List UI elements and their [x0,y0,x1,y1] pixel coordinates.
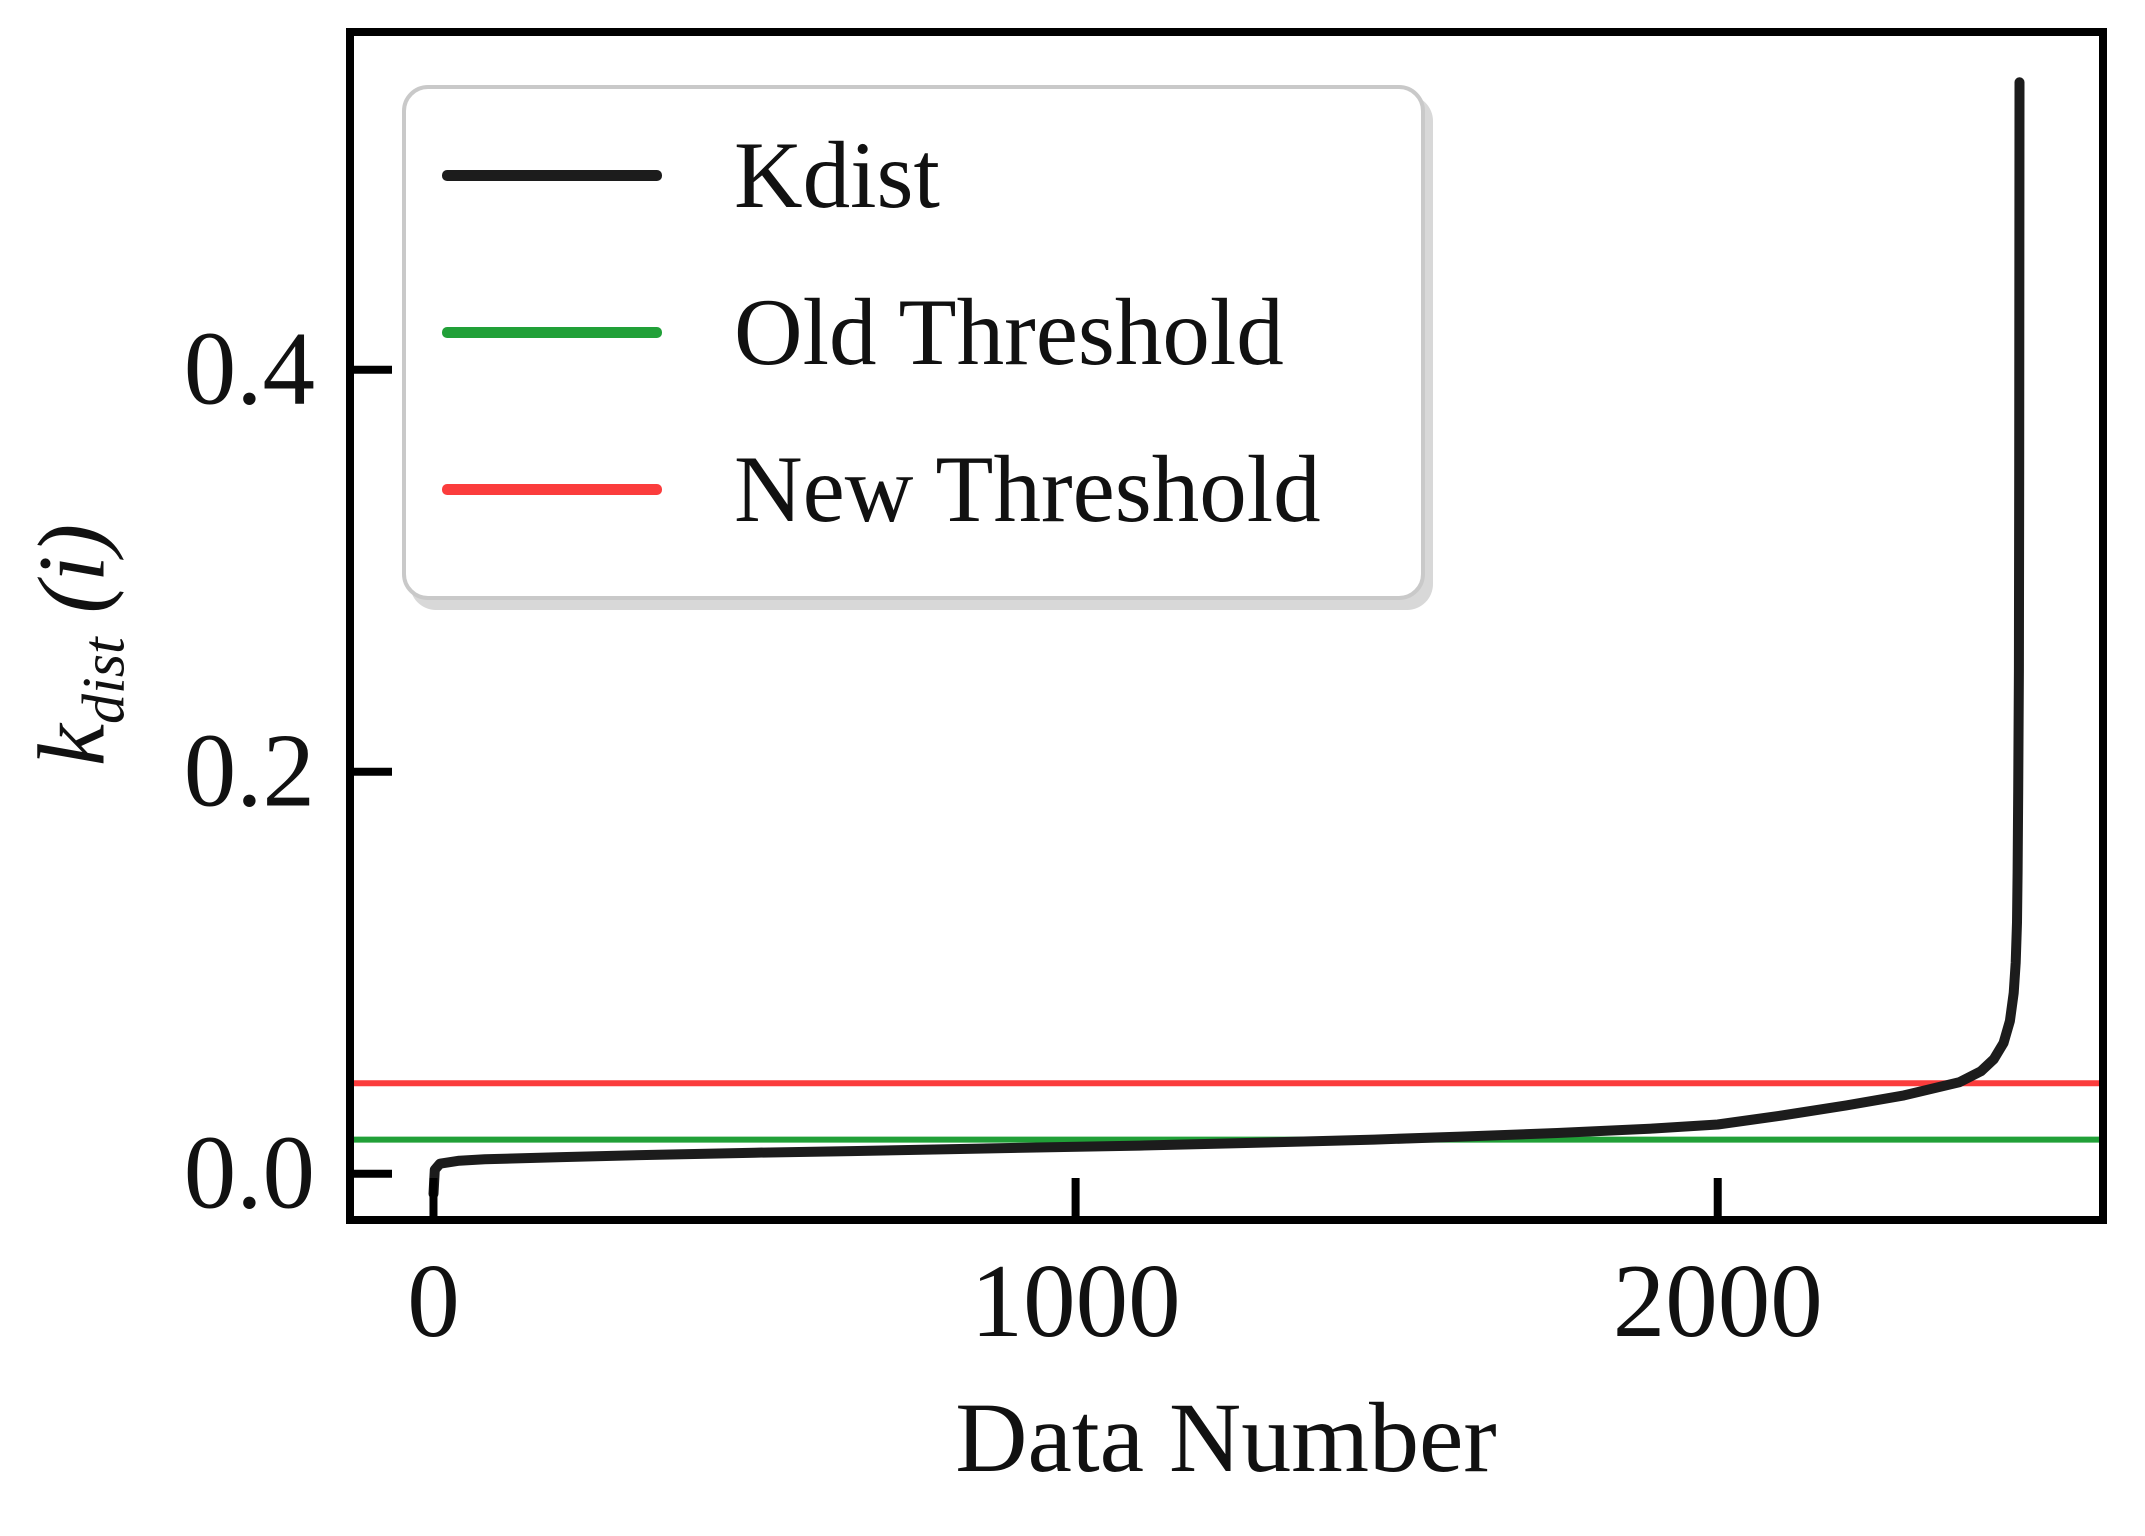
legend-item-kdist: Kdist [442,97,1421,254]
legend: Kdist Old Threshold New Threshold [402,85,1425,600]
legend-label-kdist: Kdist [734,122,940,228]
xtick-label-1000: 1000 [970,1242,1181,1359]
legend-item-new-threshold: New Threshold [442,411,1421,568]
y-axis-label-subscript: dist [70,637,137,724]
new-threshold-line-swatch [442,484,662,495]
xtick-label-2000: 2000 [1612,1242,1823,1359]
legend-label-new-threshold: New Threshold [734,436,1321,542]
legend-item-old-threshold: Old Threshold [442,254,1421,411]
ytick-label-0.4: 0.4 [183,309,315,427]
ytick-label-0.2: 0.2 [183,711,315,829]
x-axis-label: Data Number [955,1382,1497,1493]
xtick-label-0: 0 [407,1242,460,1359]
y-axis-label: kdist (i) [19,524,137,766]
kdist-line-swatch [442,170,662,181]
old-threshold-line-swatch [442,327,662,338]
legend-label-old-threshold: Old Threshold [734,279,1284,385]
y-axis-label-rest: (i) [18,523,125,638]
ytick-label-0.0: 0.0 [183,1113,315,1231]
y-axis-label-base: k [18,723,125,767]
